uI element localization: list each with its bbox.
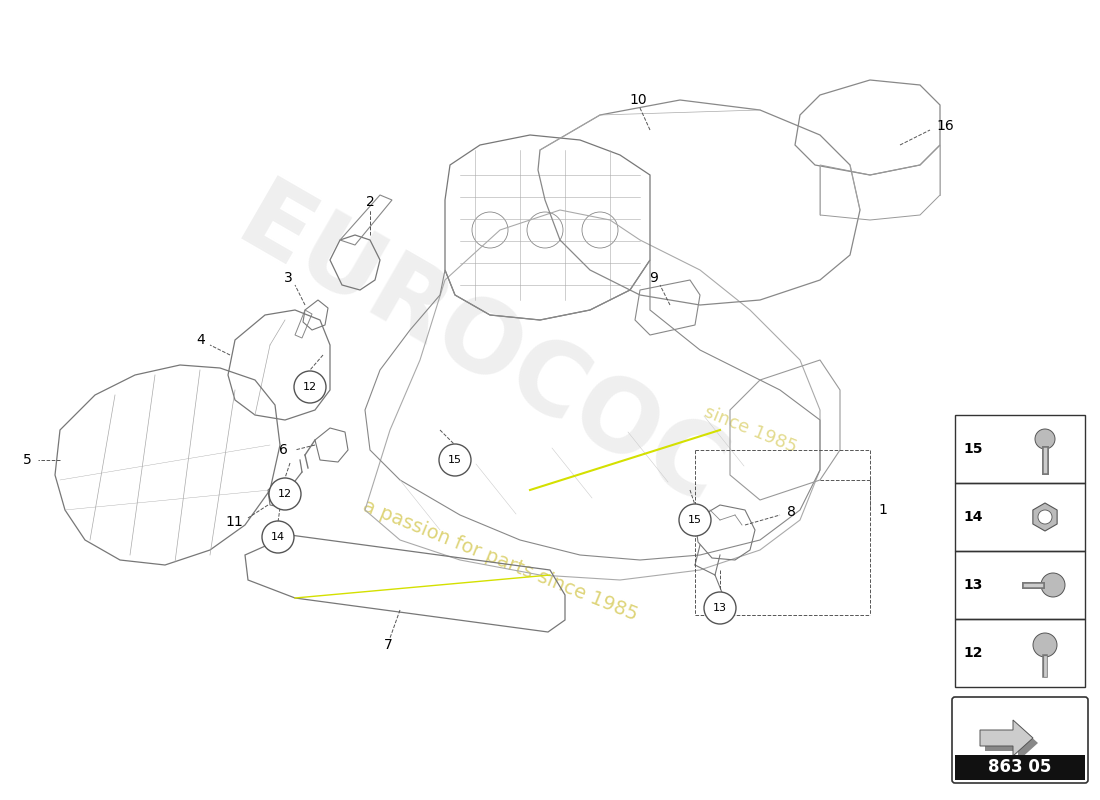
Text: 13: 13 — [713, 603, 727, 613]
Text: 15: 15 — [964, 442, 982, 456]
Bar — [955, 619, 1085, 687]
Text: 5: 5 — [23, 453, 32, 467]
Circle shape — [262, 521, 294, 553]
Text: 4: 4 — [196, 333, 205, 347]
Circle shape — [1038, 510, 1052, 524]
Text: 14: 14 — [271, 532, 285, 542]
Text: 1: 1 — [878, 503, 887, 517]
Text: 2: 2 — [365, 195, 374, 209]
Circle shape — [679, 504, 711, 536]
Bar — [955, 415, 1085, 483]
Text: 15: 15 — [448, 455, 462, 465]
Bar — [955, 551, 1085, 619]
Text: 12: 12 — [964, 646, 982, 660]
Text: 6: 6 — [279, 443, 288, 457]
Polygon shape — [980, 720, 1033, 756]
Text: 15: 15 — [688, 515, 702, 525]
Circle shape — [1035, 429, 1055, 449]
Text: 9: 9 — [649, 271, 658, 285]
Polygon shape — [984, 725, 1038, 761]
Text: 8: 8 — [786, 505, 796, 519]
Circle shape — [704, 592, 736, 624]
Text: 12: 12 — [278, 489, 293, 499]
Text: 7: 7 — [384, 638, 393, 652]
Text: 10: 10 — [629, 93, 647, 107]
FancyBboxPatch shape — [952, 697, 1088, 783]
Text: 863 05: 863 05 — [988, 758, 1052, 777]
Text: a passion for parts since 1985: a passion for parts since 1985 — [360, 496, 640, 624]
Text: EUROCOC: EUROCOC — [221, 172, 739, 528]
Text: 12: 12 — [302, 382, 317, 392]
Circle shape — [1033, 633, 1057, 657]
Text: 14: 14 — [964, 510, 982, 524]
Circle shape — [439, 444, 471, 476]
Text: 16: 16 — [936, 119, 954, 133]
Circle shape — [294, 371, 326, 403]
Circle shape — [1041, 573, 1065, 597]
Polygon shape — [1033, 503, 1057, 531]
Text: since 1985: since 1985 — [701, 403, 799, 457]
Text: 3: 3 — [284, 271, 293, 285]
Bar — [955, 483, 1085, 551]
Text: 11: 11 — [226, 515, 243, 529]
Circle shape — [270, 478, 301, 510]
Bar — [955, 755, 1085, 780]
Text: 13: 13 — [964, 578, 982, 592]
